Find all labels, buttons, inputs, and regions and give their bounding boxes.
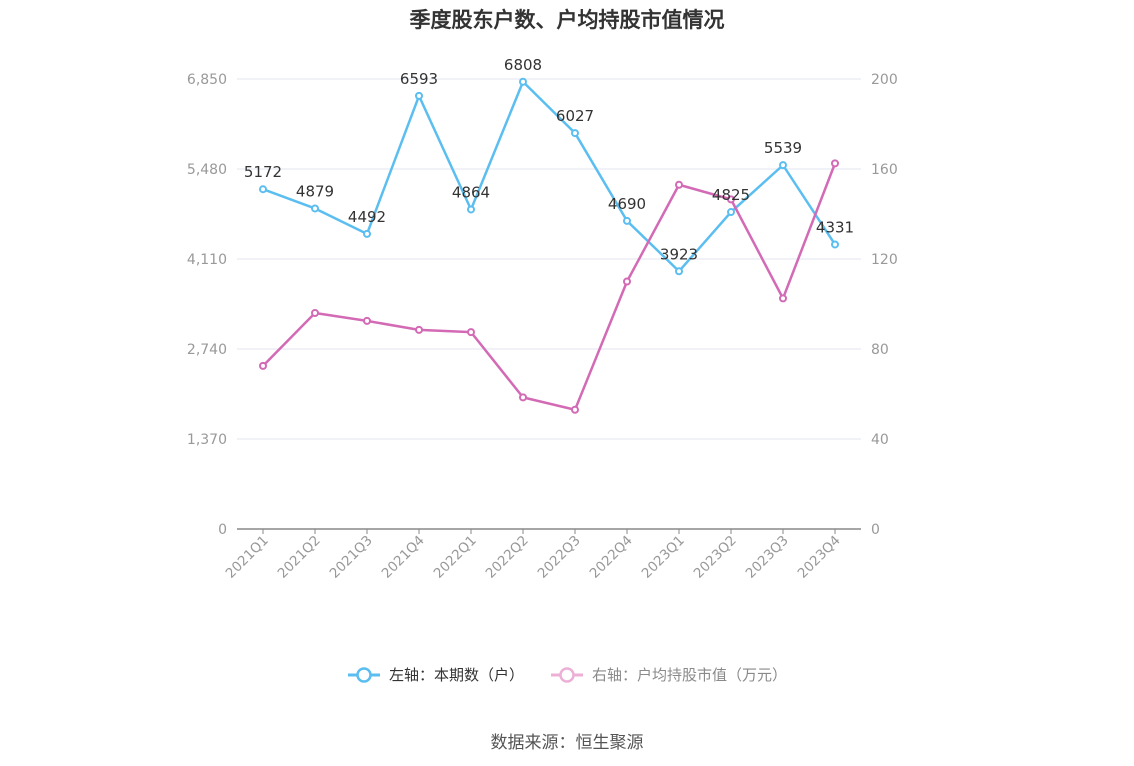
series-2-point (831, 159, 839, 168)
series-lines (259, 77, 839, 414)
x-tick-label: 2022Q3 (535, 533, 584, 582)
data-label: 4864 (452, 183, 490, 201)
x-tick-label: 2023Q2 (691, 533, 740, 582)
series-1-point (311, 204, 319, 213)
series-2-point (259, 361, 267, 370)
series-2-point (467, 328, 475, 337)
data-labels: 5172 4879 4492 6593 4864 6808 6027 4690 3923 4825… (244, 56, 854, 264)
series-2-point (311, 309, 319, 317)
right-tick-label: 200 (871, 72, 898, 88)
series-1-point (467, 205, 475, 214)
series-line-1 (262, 80, 837, 273)
x-tick-label: 2022Q4 (587, 533, 636, 582)
data-label: 4690 (608, 195, 646, 213)
series-1-point (675, 267, 683, 276)
series-2-point (363, 316, 371, 325)
legend-label-left-series: 左轴：本期数（户） (388, 666, 524, 684)
series-1-point (623, 216, 631, 225)
series-2-point (675, 180, 683, 189)
data-label: 3923 (660, 245, 698, 263)
x-tick-label: 2021Q3 (327, 533, 376, 582)
series-1-point (259, 185, 267, 194)
right-tick-label: 160 (871, 162, 898, 178)
data-label: 4879 (296, 182, 334, 200)
series-2-point (779, 294, 787, 303)
left-tick-label: 6,850 (187, 72, 227, 88)
series-2-point (415, 325, 423, 334)
series-1-point (519, 77, 527, 86)
x-tick-label: 2021Q4 (379, 533, 428, 582)
series-1-point (831, 240, 839, 249)
right-tick-label: 80 (871, 342, 889, 358)
series-1-point (363, 229, 371, 238)
x-tick-label: 2021Q2 (275, 533, 324, 582)
legend-item-left-series[interactable]: 左轴：本期数（户） (347, 664, 524, 685)
series-2-point (519, 393, 527, 402)
x-tick-label: 2023Q4 (795, 533, 844, 582)
left-tick-label: 0 (218, 522, 227, 538)
right-tick-label: 40 (871, 432, 889, 448)
data-label: 4331 (816, 218, 854, 236)
left-axis-ticks: 0 1,370 2,740 4,110 5,480 6,850 (187, 72, 227, 538)
left-tick-label: 5,480 (187, 162, 227, 178)
legend-item-right-series[interactable]: 右轴：户均持股市值（万元） (550, 664, 787, 685)
series-1-point (727, 208, 735, 217)
x-tick-label: 2023Q3 (743, 533, 792, 582)
x-tick-label: 2022Q2 (483, 533, 532, 582)
data-label: 4825 (712, 186, 750, 204)
series-1-point (571, 129, 579, 138)
legend-marker-right-icon (551, 666, 583, 683)
series-line-2 (262, 162, 837, 411)
data-source: 数据来源：恒生聚源 (490, 733, 644, 753)
data-label: 6593 (400, 70, 438, 88)
x-tick-label: 2022Q1 (431, 533, 480, 582)
data-label: 6027 (556, 107, 594, 125)
right-axis-ticks: 0 40 80 120 160 200 (871, 72, 898, 538)
data-label: 6808 (504, 56, 542, 74)
grid-lines (237, 78, 861, 440)
series-2-point (571, 405, 579, 414)
data-label: 5539 (764, 139, 802, 157)
legend: 左轴：本期数（户） 右轴：户均持股市值（万元） (0, 664, 1134, 685)
left-tick-label: 1,370 (187, 432, 227, 448)
series-2-point (623, 277, 631, 286)
series-2-point (727, 195, 735, 204)
right-tick-label: 0 (871, 522, 880, 538)
right-tick-label: 120 (871, 252, 898, 268)
x-axis: 2021Q1 2021Q2 2021Q3 2021Q4 2022Q1 2022Q2 2022… (223, 528, 861, 582)
series-1-point (779, 161, 787, 170)
data-label: 5172 (244, 163, 282, 181)
legend-label-right-series: 右轴：户均持股市值（万元） (592, 666, 788, 684)
x-tick-label: 2023Q1 (639, 533, 688, 582)
left-tick-label: 4,110 (187, 252, 227, 268)
legend-marker-left-icon (347, 666, 380, 683)
data-label: 4492 (348, 208, 386, 226)
series-1-point (415, 91, 423, 100)
left-tick-label: 2,740 (187, 342, 227, 358)
chart-title: 季度股东户数、户均持股市值情况 (409, 8, 725, 32)
x-tick-label: 2021Q1 (223, 533, 272, 582)
